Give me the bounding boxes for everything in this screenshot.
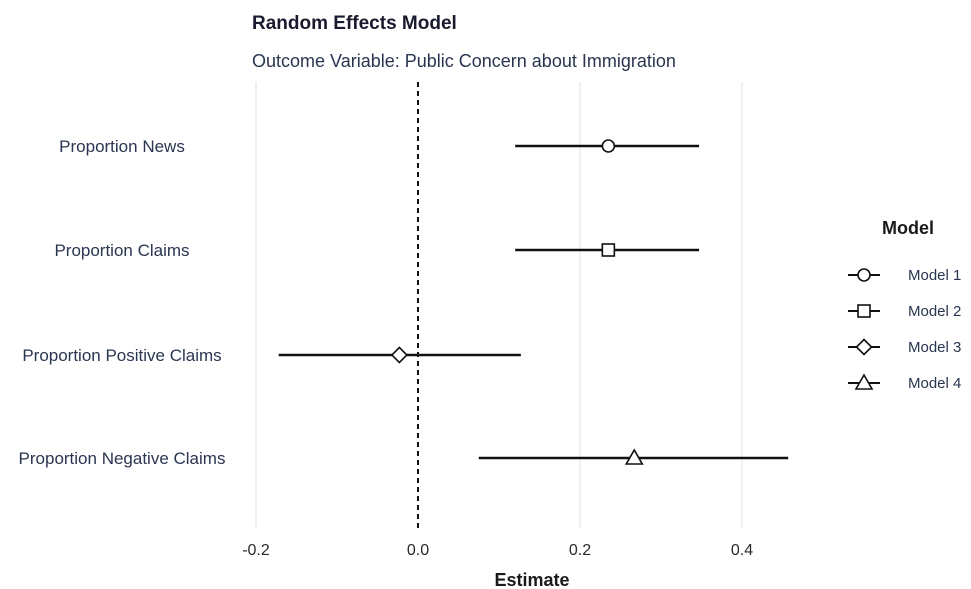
point-estimate — [390, 346, 409, 364]
category-label: Proportion Claims — [54, 241, 189, 260]
legend-key-symbol — [854, 373, 874, 390]
x-tick-label: 0.2 — [569, 542, 591, 559]
category-labels: Proportion News Proportion Claims Proporti… — [19, 137, 226, 468]
category-label: Proportion Positive Claims — [22, 346, 221, 365]
chart-subtitle: Outcome Variable: Public Concern about I… — [252, 51, 676, 71]
x-tick-label: 0.0 — [407, 542, 429, 559]
grid — [255, 82, 743, 528]
point-estimate — [601, 139, 616, 153]
legend-label: Model 1 — [908, 267, 961, 284]
legend-key-symbol — [857, 268, 871, 282]
legend-key-symbol — [857, 304, 871, 318]
legend-label: Model 4 — [908, 375, 961, 392]
legend-key-symbol — [855, 338, 873, 356]
legend: Model 1 Model 2 Model 3 Model 4 — [848, 267, 961, 392]
chart-title: Random Effects Model — [252, 13, 457, 34]
category-label: Proportion Negative Claims — [19, 449, 226, 468]
category-label: Proportion News — [59, 137, 185, 156]
series-marks — [278, 139, 789, 465]
legend-title: Model — [882, 218, 934, 238]
x-axis-label: Estimate — [494, 570, 569, 589]
x-axis-ticks: -0.2 0.0 0.2 0.4 — [242, 542, 753, 559]
legend-label: Model 2 — [908, 303, 961, 320]
point-estimate — [601, 243, 616, 257]
point-estimate — [624, 448, 644, 465]
legend-label: Model 3 — [908, 339, 961, 356]
x-tick-label: -0.2 — [242, 542, 270, 559]
x-tick-label: 0.4 — [731, 542, 753, 559]
